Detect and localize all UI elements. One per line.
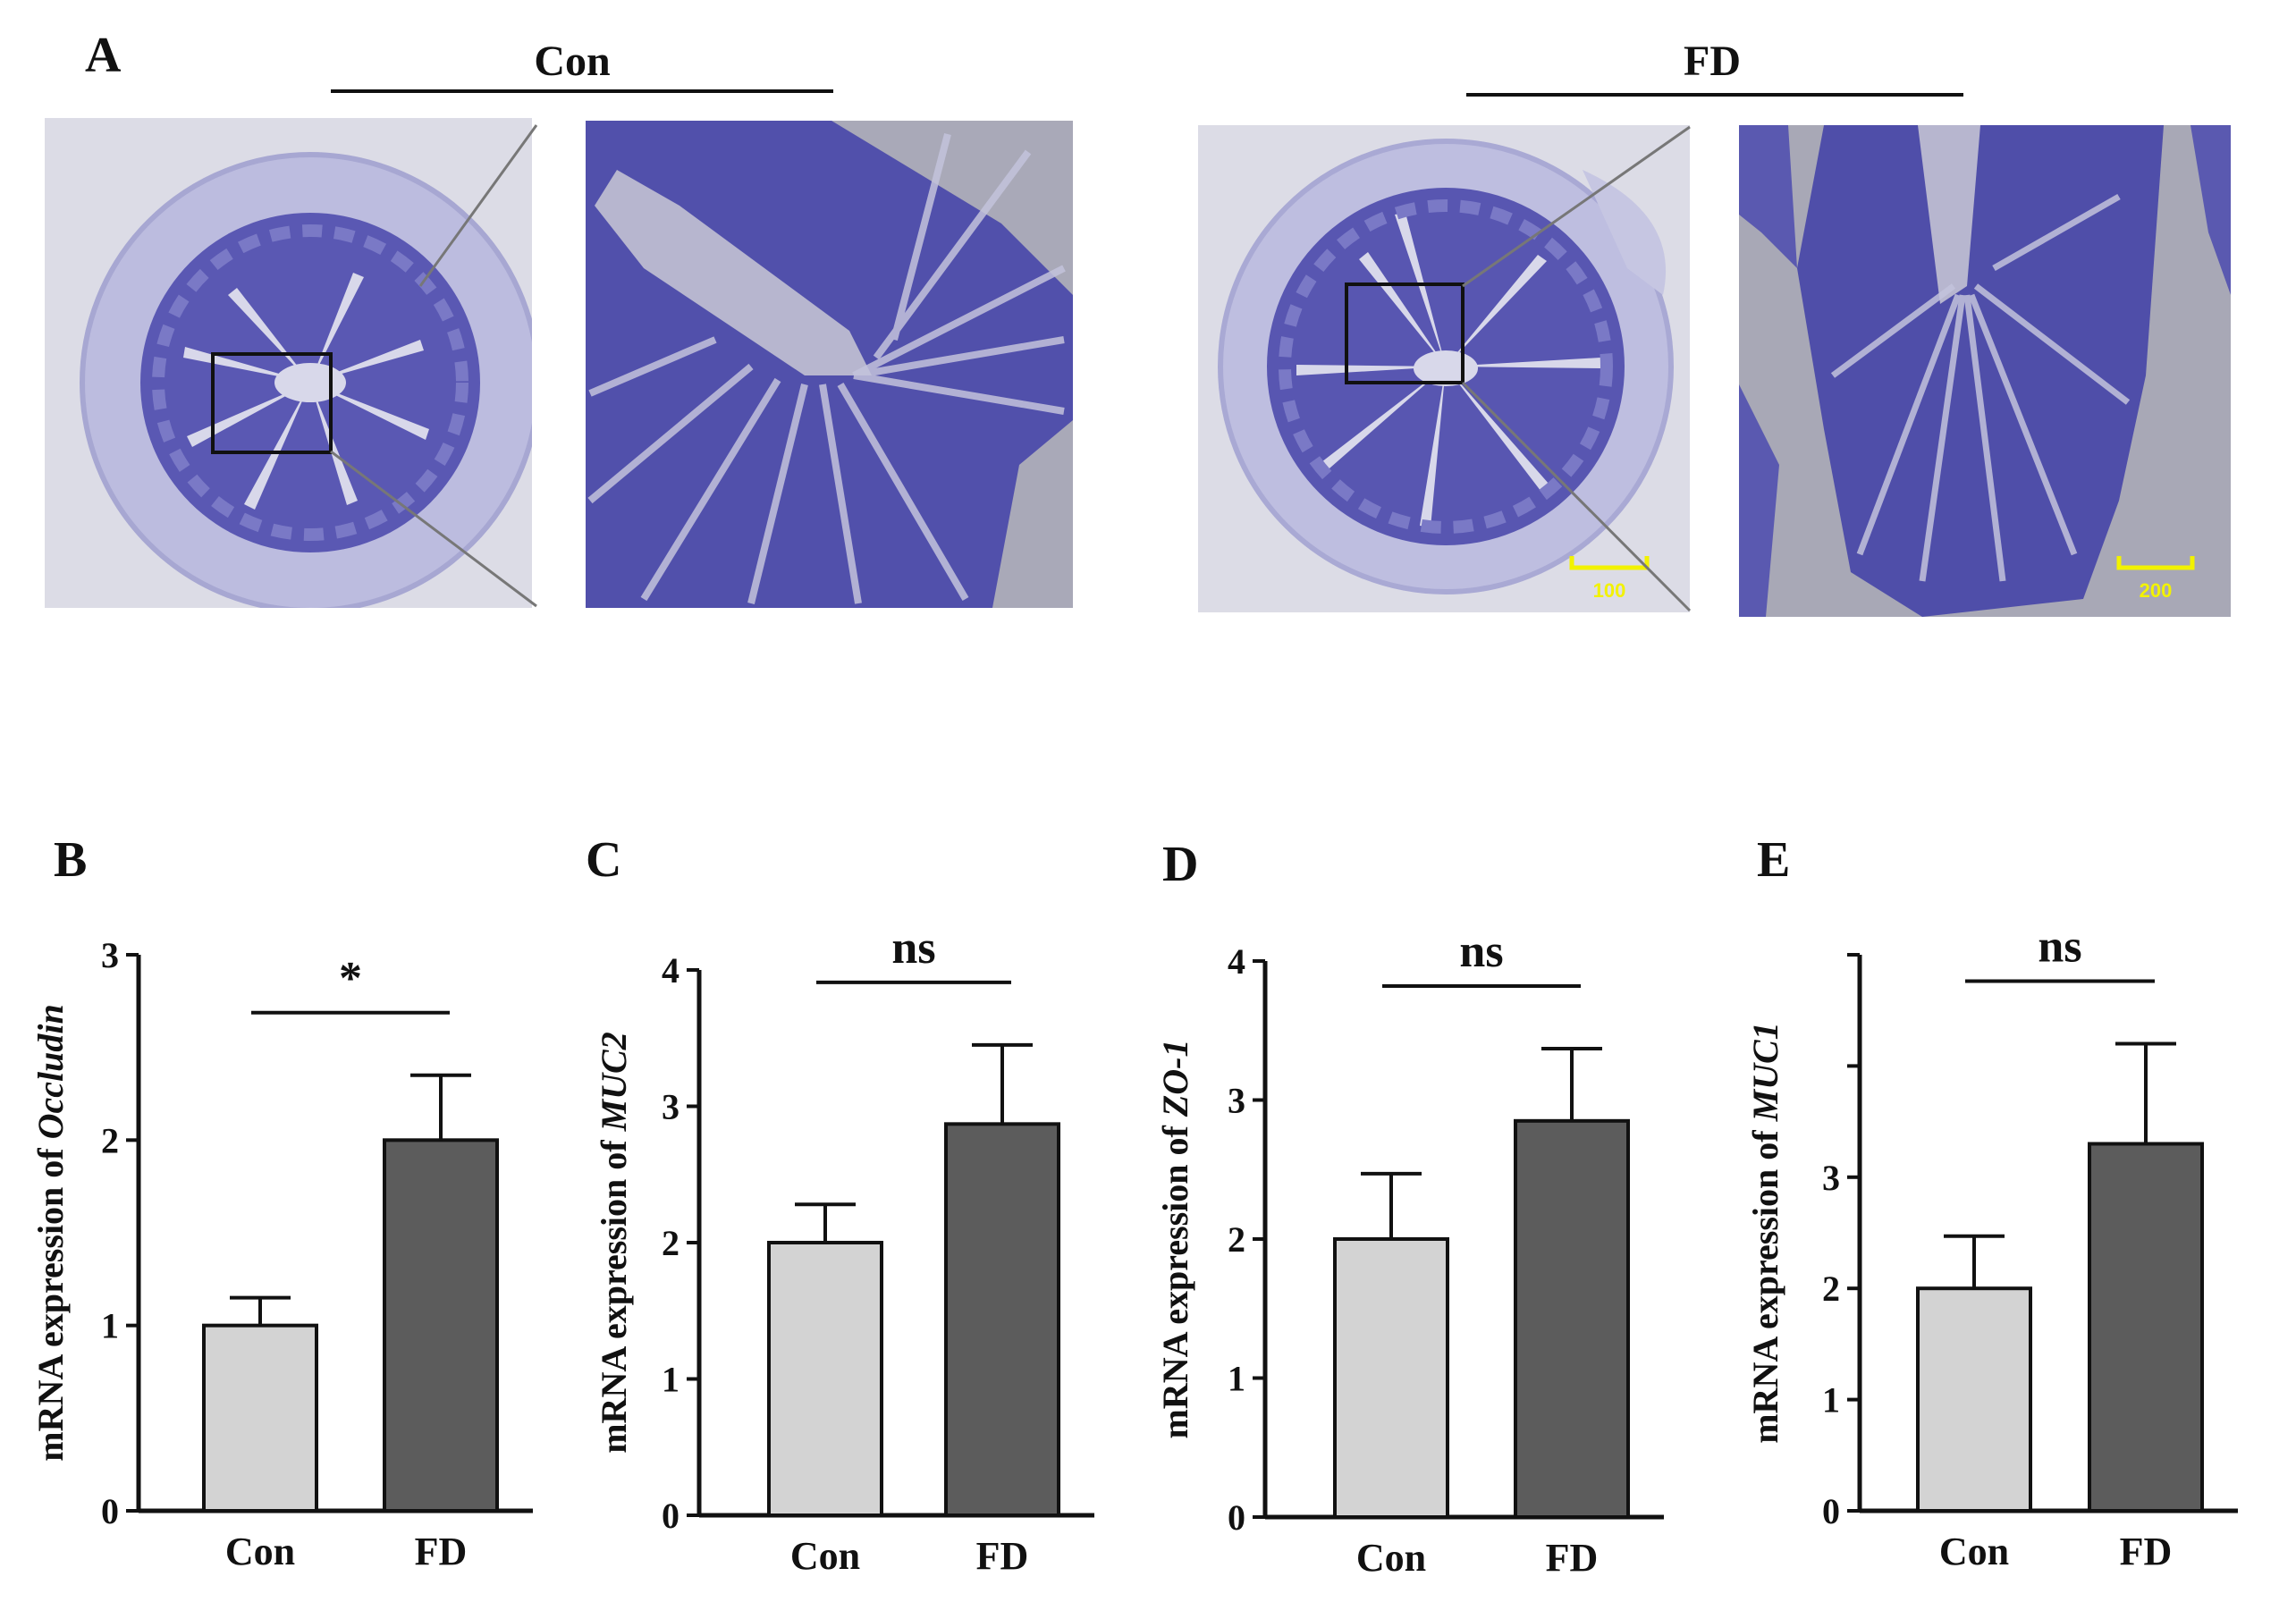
bar-con xyxy=(1916,1286,2032,1513)
significance-label: ns xyxy=(891,923,935,974)
y-tick-label: 0 xyxy=(101,1491,119,1531)
bar-fd xyxy=(1514,1118,1630,1519)
bar-fd xyxy=(944,1122,1060,1517)
y-axis-label: mRNA expression of Occludin xyxy=(30,1004,71,1462)
zoom-line-con-top xyxy=(418,124,538,287)
panel-letter-d: D xyxy=(1162,837,1198,892)
y-axis-label-gene: Occludin xyxy=(30,1004,71,1139)
x-tick-label-con: Con xyxy=(225,1530,295,1573)
zoom-line-con-bottom xyxy=(330,450,537,608)
y-axis-label-gene: MUC2 xyxy=(594,1032,634,1132)
group-label-con: Con xyxy=(534,38,610,85)
bar-con xyxy=(202,1323,318,1513)
chart-muc2: C 0 1 2 3 4 mRNA expression of MUC2 Con FD ns xyxy=(586,832,1094,1578)
y-axis-label: mRNA expression of MUC1 xyxy=(1745,1022,1785,1444)
y-tick-label: 0 xyxy=(1228,1497,1245,1538)
x-tick-label-fd: FD xyxy=(976,1534,1029,1578)
panel-letter-e: E xyxy=(1757,832,1790,888)
y-axis-label-gene: ZO-1 xyxy=(1155,1039,1195,1117)
zoom-line-fd-top xyxy=(1462,125,1691,288)
y-tick-label: 2 xyxy=(662,1223,680,1263)
significance-label: ns xyxy=(1459,926,1503,977)
y-axis-label: mRNA expression of MUC2 xyxy=(594,1032,634,1454)
y-tick-label: 3 xyxy=(1822,1158,1840,1198)
bar-fd xyxy=(383,1138,499,1513)
panel-letter-b: B xyxy=(54,832,87,888)
scale-bar-label-zoom: 200 xyxy=(2140,579,2173,602)
micrograph-fd-overview: 100 xyxy=(1198,125,1690,612)
chart-zo1: D 0 1 2 3 4 mRNA expression of ZO-1 Con FD ns xyxy=(1155,837,1664,1580)
y-tick-label: 2 xyxy=(1228,1219,1245,1260)
scale-bar-label-overview: 100 xyxy=(1593,579,1626,602)
chart-occludin: B 0 1 2 3 mRNA expression of Occludin Con FD * xyxy=(30,832,533,1573)
x-tick-label-fd: FD xyxy=(2120,1530,2173,1573)
significance-label: ns xyxy=(2038,922,2081,973)
y-tick-label: 3 xyxy=(662,1087,680,1127)
micrograph-fd-zoom: 200 xyxy=(1739,125,2231,617)
micrograph-con-zoom xyxy=(586,121,1073,608)
x-tick-label-con: Con xyxy=(1939,1530,2009,1573)
panel-letter-a: A xyxy=(85,28,122,83)
chart-muc1: E 0 1 2 3 mRNA expression of MUC1 Con FD ns xyxy=(1745,832,2238,1573)
y-tick-label: 0 xyxy=(1822,1491,1840,1531)
y-axis-label-prefix: mRNA expression of xyxy=(1155,1117,1195,1438)
y-tick-label: 3 xyxy=(1228,1081,1245,1121)
zoom-line-fd-bottom xyxy=(1461,381,1692,612)
x-tick-label-con: Con xyxy=(1356,1536,1426,1580)
bar-con xyxy=(767,1241,883,1517)
y-axis-label: mRNA expression of ZO-1 xyxy=(1155,1039,1195,1438)
x-tick-label-fd: FD xyxy=(1546,1536,1599,1580)
x-tick-label-fd: FD xyxy=(415,1530,468,1573)
y-tick-label: 4 xyxy=(662,950,680,991)
panel-letter-c: C xyxy=(586,832,621,888)
bar-fd xyxy=(2088,1142,2204,1513)
y-tick-label: 1 xyxy=(662,1360,680,1400)
bar-con xyxy=(1333,1237,1449,1519)
y-tick-label: 1 xyxy=(1822,1380,1840,1421)
y-tick-label: 0 xyxy=(662,1496,680,1536)
y-axis-label-prefix: mRNA expression of xyxy=(30,1139,71,1461)
y-tick-label: 4 xyxy=(1228,941,1245,982)
significance-label: * xyxy=(339,953,362,1004)
y-tick-label: 2 xyxy=(1822,1269,1840,1309)
y-tick-label: 1 xyxy=(1228,1359,1245,1399)
y-tick-label: 2 xyxy=(101,1120,119,1160)
micrograph-con-overview xyxy=(45,118,532,608)
y-tick-label: 1 xyxy=(101,1306,119,1346)
y-axis-label-prefix: mRNA expression of xyxy=(1745,1121,1785,1443)
y-axis-label-prefix: mRNA expression of xyxy=(594,1131,634,1453)
x-tick-label-con: Con xyxy=(790,1534,860,1578)
group-label-fd: FD xyxy=(1684,38,1741,85)
y-tick-label: 3 xyxy=(101,935,119,975)
y-axis-label-gene: MUC1 xyxy=(1745,1022,1785,1122)
